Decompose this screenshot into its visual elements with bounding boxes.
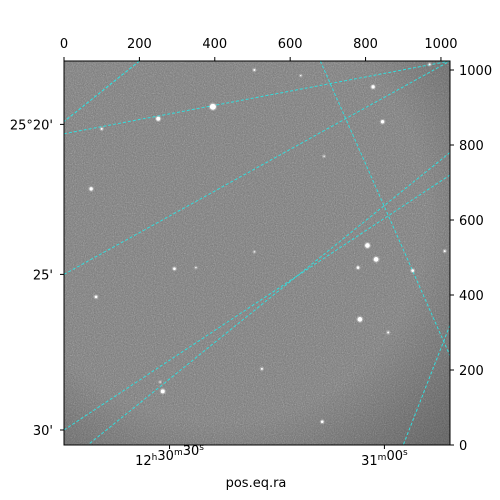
right-tick-label: 800 <box>459 139 484 154</box>
star <box>171 266 178 272</box>
star <box>88 185 95 192</box>
star <box>252 67 257 73</box>
dec-tick-label: 25°20' <box>10 118 53 133</box>
star <box>372 255 380 263</box>
top-tick-label: 800 <box>353 37 378 52</box>
right-tick-label: 400 <box>459 289 484 304</box>
ra-grid-line-3 <box>402 324 450 445</box>
ra-tick-label: 31m00s <box>361 448 408 469</box>
ra-grid-line-1 <box>87 152 450 445</box>
star <box>442 248 447 254</box>
right-tick-label: 200 <box>459 364 484 379</box>
star <box>252 249 257 254</box>
right-tick-label: 0 <box>459 439 467 454</box>
plot-area <box>64 61 450 445</box>
dec-tick-label: 25' <box>33 268 53 283</box>
right-pixel-axis: 0 200 400 600 800 1000 <box>450 64 492 454</box>
star <box>93 294 99 300</box>
star <box>298 73 303 78</box>
right-tick-label: 1000 <box>459 64 492 79</box>
star <box>370 83 376 90</box>
ra-axis: 12h30m30s 31m00s <box>135 443 408 469</box>
star <box>363 241 372 250</box>
star <box>322 154 326 159</box>
star <box>208 102 218 112</box>
top-pixel-axis: 0 200 400 600 800 1000 <box>60 37 458 61</box>
star <box>410 268 416 274</box>
dec-tick-label: 30' <box>33 424 53 439</box>
star <box>194 265 198 270</box>
top-tick-label: 0 <box>60 37 68 52</box>
top-tick-label: 600 <box>278 37 303 52</box>
ra-tick-label: 12h30m30s <box>135 443 204 469</box>
dec-axis: 25°20' 25' 30' <box>10 118 64 439</box>
right-tick-label: 600 <box>459 214 484 229</box>
dec-grid-line-1 <box>64 61 450 275</box>
star <box>159 388 166 395</box>
star <box>385 330 391 335</box>
star <box>319 419 325 425</box>
star <box>259 366 265 372</box>
coordinate-grid <box>64 61 450 445</box>
dec-grid-line-2 <box>64 174 450 431</box>
top-tick-label: 400 <box>202 37 227 52</box>
star <box>155 115 162 122</box>
plot-frame <box>63 60 451 446</box>
star <box>427 62 432 67</box>
star <box>356 315 364 323</box>
star <box>158 380 163 384</box>
x-axis-label: pos.eq.ra <box>226 476 287 491</box>
dec-grid-line-0 <box>64 61 450 135</box>
stars <box>88 62 447 425</box>
sky-vignette <box>64 61 450 445</box>
star <box>99 126 104 132</box>
star <box>379 118 386 125</box>
star <box>355 265 361 271</box>
ra-grid-line-2 <box>319 61 450 358</box>
top-tick-label: 200 <box>127 37 152 52</box>
top-tick-label: 1000 <box>424 37 457 52</box>
